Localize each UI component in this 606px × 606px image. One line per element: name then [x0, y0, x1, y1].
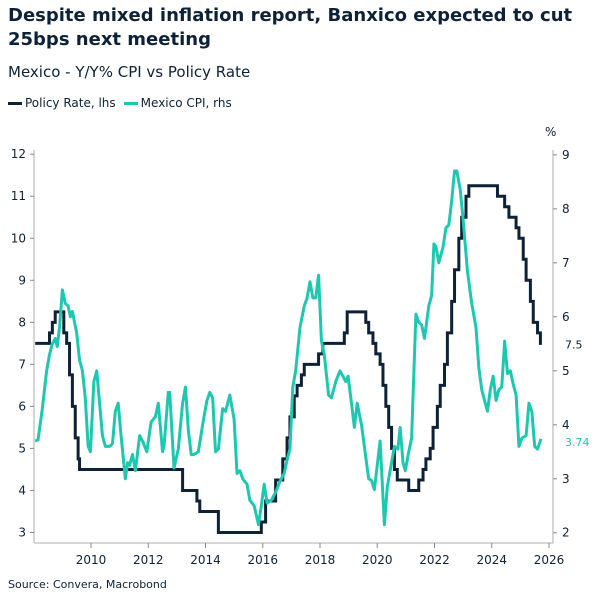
x-tick-label: 2014 [190, 553, 221, 567]
legend-label: Mexico CPI, rhs [140, 96, 232, 110]
legend-swatch [123, 101, 138, 105]
source-note: Source: Convera, Macrobond [8, 578, 167, 591]
right-tick-label: 6 [562, 310, 570, 324]
left-tick-label: 10 [11, 231, 26, 245]
right-tick-label: 2 [562, 526, 570, 540]
x-tick-label: 2018 [305, 553, 336, 567]
x-tick-label: 2010 [76, 553, 107, 567]
right-tick-label: 8 [562, 202, 570, 216]
x-tick-label: 2012 [133, 553, 164, 567]
right-tick-label: 3 [562, 472, 570, 486]
right-tick-label: 7 [562, 256, 570, 270]
left-tick-label: 4 [18, 483, 26, 497]
x-tick-label: 2016 [247, 553, 278, 567]
x-tick-label: 2022 [419, 553, 450, 567]
right-tick-label: 9 [562, 148, 570, 162]
legend-label: Policy Rate, lhs [25, 96, 116, 110]
policy-rate-line [35, 184, 542, 534]
left-tick-label: 9 [18, 273, 26, 287]
right-tick-label: 5 [562, 364, 570, 378]
chart-title: Despite mixed inflation report, Banxico … [8, 5, 573, 50]
x-tick-label: 2026 [534, 553, 565, 567]
left-tick-label: 8 [18, 315, 26, 329]
left-tick-label: 3 [18, 525, 26, 539]
legend-item-mexico-cpi: Mexico CPI, rhs [123, 96, 232, 110]
policy-rate-last-value: 7.5 [565, 338, 583, 351]
cpi-last-value: 3.74 [565, 436, 590, 449]
left-tick-label: 12 [11, 147, 26, 161]
legend: Policy Rate, lhs Mexico CPI, rhs [8, 96, 232, 110]
legend-swatch [8, 101, 22, 105]
right-tick-label: 4 [562, 418, 570, 432]
legend-item-policy-rate: Policy Rate, lhs [8, 96, 116, 110]
left-tick-label: 7 [18, 357, 26, 371]
x-tick-label: 2024 [476, 553, 507, 567]
left-tick-label: 5 [18, 441, 26, 455]
chart-subtitle: Mexico - Y/Y% CPI vs Policy Rate [8, 63, 251, 81]
left-tick-label: 11 [11, 189, 26, 203]
left-tick-label: 6 [18, 399, 26, 413]
x-tick-label: 2020 [362, 553, 393, 567]
mexico-cpi-line [34, 169, 543, 527]
right-axis-unit: % [545, 125, 556, 139]
